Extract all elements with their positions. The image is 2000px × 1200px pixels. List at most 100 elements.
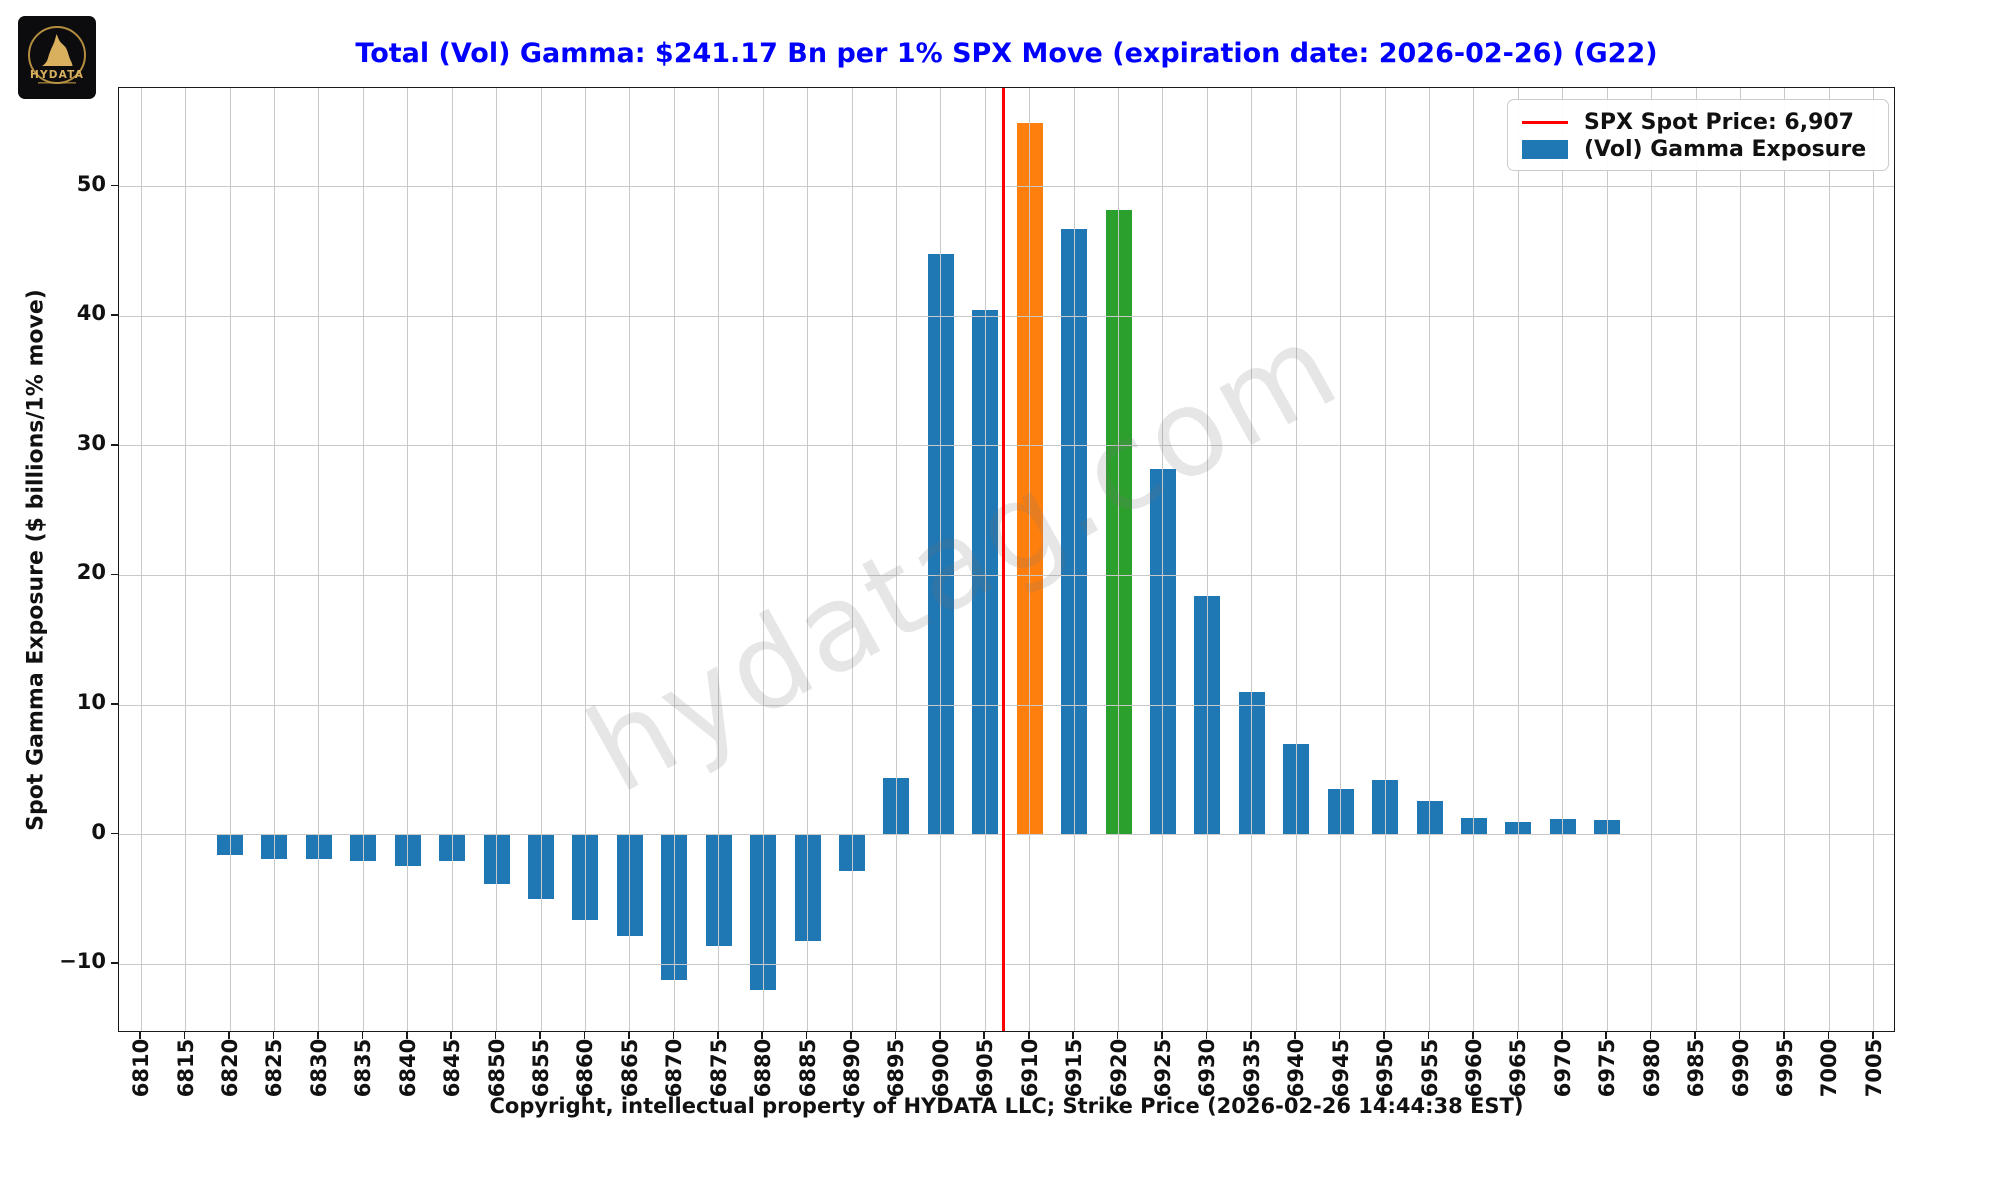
x-tick-label: 6825: [262, 1038, 287, 1098]
x-tick: [1472, 1032, 1474, 1039]
v-gridline: [1118, 88, 1120, 1031]
v-gridline: [273, 88, 275, 1031]
x-tick: [1694, 1032, 1696, 1039]
y-tick-label: 20: [76, 560, 106, 585]
v-gridline: [718, 88, 720, 1031]
v-gridline: [496, 88, 498, 1031]
x-tick-label: 6815: [173, 1038, 198, 1098]
v-gridline: [318, 88, 320, 1031]
h-gridline: [119, 834, 1894, 836]
x-tick: [361, 1032, 364, 1039]
x-tick-label: 6880: [751, 1038, 776, 1098]
v-gridline: [1295, 88, 1297, 1031]
h-gridline: [119, 704, 1894, 706]
x-tick: [1649, 1032, 1652, 1039]
v-gridline: [1873, 88, 1875, 1031]
x-tick-label: 6840: [395, 1038, 420, 1098]
x-tick: [1605, 1032, 1608, 1039]
y-tick: [111, 962, 118, 965]
v-gridline: [1029, 88, 1031, 1031]
copyright-caption: Copyright, intellectual property of HYDA…: [489, 1094, 1524, 1118]
v-gridline: [629, 88, 631, 1031]
x-tick-label: 6870: [662, 1038, 687, 1098]
x-tick-label: 6950: [1373, 1038, 1398, 1098]
x-tick: [1116, 1032, 1119, 1039]
x-tick: [1827, 1032, 1830, 1039]
howling-wolf-icon: [42, 34, 73, 66]
x-tick-label: 6895: [884, 1038, 909, 1098]
x-tick-label: 6905: [973, 1038, 998, 1098]
x-tick: [1338, 1032, 1341, 1039]
v-gridline: [1740, 88, 1741, 1031]
logo-brand-text: HYDATA: [30, 69, 84, 81]
h-gridline: [119, 963, 1894, 965]
x-tick: [228, 1032, 230, 1039]
x-tick: [272, 1032, 275, 1039]
v-gridline: [1784, 88, 1786, 1031]
x-tick: [1871, 1032, 1874, 1039]
y-tick: [111, 314, 118, 316]
x-tick-label: 6940: [1284, 1038, 1309, 1098]
x-tick-label: 6820: [218, 1038, 243, 1098]
legend-row-gamma: (Vol) Gamma Exposure: [1508, 136, 1888, 163]
x-tick-label: 6990: [1728, 1038, 1753, 1098]
spot-price-line: [1001, 88, 1005, 1031]
x-tick-label: 6980: [1639, 1038, 1664, 1098]
x-tick-label: 6930: [1195, 1038, 1220, 1098]
legend: SPX Spot Price: 6,907 (Vol) Gamma Exposu…: [1507, 99, 1889, 171]
x-tick-label: 6995: [1772, 1038, 1797, 1098]
x-tick: [139, 1032, 141, 1039]
x-tick: [1783, 1032, 1785, 1039]
legend-row-spot: SPX Spot Price: 6,907: [1508, 109, 1888, 136]
x-tick: [1027, 1032, 1030, 1039]
legend-spot-label: SPX Spot Price: 6,907: [1584, 110, 1854, 135]
v-gridline: [584, 88, 586, 1031]
x-tick-label: 6835: [351, 1038, 376, 1098]
x-tick-label: 6960: [1461, 1038, 1486, 1098]
x-tick: [494, 1032, 497, 1039]
v-gridline: [1828, 88, 1830, 1031]
x-tick-label: 6860: [573, 1038, 598, 1098]
y-tick-label: 30: [76, 430, 106, 455]
v-gridline: [229, 88, 231, 1031]
x-tick-label: 6830: [306, 1038, 331, 1098]
wolf-logo-graphic: HYDATA: [28, 26, 86, 84]
x-tick: [183, 1032, 186, 1039]
y-tick: [111, 703, 118, 705]
y-tick: [111, 832, 118, 835]
x-tick-label: 6955: [1417, 1038, 1442, 1098]
v-gridline: [362, 88, 364, 1031]
v-gridline: [940, 88, 942, 1031]
v-gridline: [673, 88, 675, 1031]
v-gridline: [451, 88, 453, 1031]
x-tick: [1294, 1032, 1297, 1039]
v-gridline: [895, 88, 897, 1031]
y-tick: [111, 573, 118, 576]
x-tick-label: 7000: [1817, 1038, 1842, 1098]
x-tick: [1072, 1032, 1074, 1039]
v-gridline: [851, 88, 853, 1031]
h-gridline: [119, 445, 1894, 447]
v-gridline: [140, 88, 142, 1031]
h-gridline: [119, 186, 1894, 188]
x-tick-label: 6915: [1062, 1038, 1087, 1098]
y-tick-label: 40: [76, 301, 106, 326]
x-tick-label: 6890: [840, 1038, 864, 1098]
h-gridline: [119, 574, 1894, 576]
x-tick: [894, 1032, 897, 1039]
y-axis-title: Spot Gamma Exposure ($ billions/1% move): [23, 289, 49, 831]
x-tick: [761, 1032, 763, 1039]
x-tick-label: 6945: [1328, 1038, 1353, 1098]
y-tick-label: −10: [59, 949, 106, 974]
x-tick: [1738, 1032, 1741, 1039]
x-tick-label: 6965: [1506, 1038, 1531, 1098]
x-tick: [672, 1032, 675, 1039]
y-tick: [111, 443, 118, 446]
x-tick: [583, 1032, 586, 1039]
x-tick: [1427, 1032, 1430, 1039]
x-tick: [317, 1032, 319, 1039]
x-tick: [1561, 1032, 1563, 1039]
x-tick: [1161, 1032, 1163, 1039]
x-tick: [939, 1032, 941, 1039]
v-gridline: [1251, 88, 1253, 1031]
